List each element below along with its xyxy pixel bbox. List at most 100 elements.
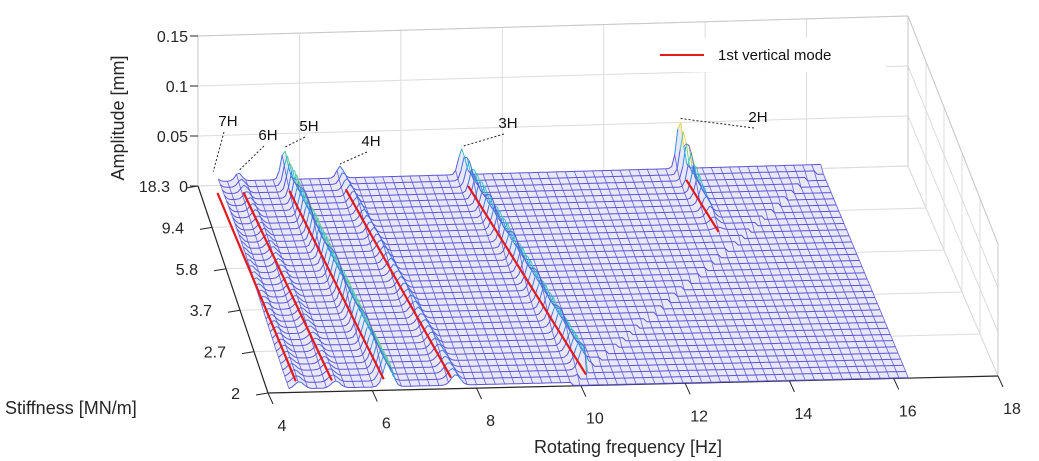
surface-row bbox=[501, 210, 708, 224]
surface-row bbox=[591, 358, 901, 367]
harmonic-label-5h: 5H bbox=[299, 118, 318, 135]
surface-row bbox=[357, 303, 405, 308]
surface-col bbox=[573, 171, 656, 384]
surface-row bbox=[410, 294, 414, 297]
surface-row bbox=[577, 349, 582, 359]
surface-col bbox=[537, 172, 618, 385]
surface-row bbox=[281, 150, 286, 156]
surface-row bbox=[456, 370, 460, 373]
surface-row bbox=[265, 225, 269, 229]
surface-row bbox=[257, 215, 261, 218]
surface-row bbox=[229, 202, 246, 207]
surface-row bbox=[294, 364, 299, 369]
surface-row bbox=[310, 325, 314, 329]
surface-row bbox=[269, 328, 274, 333]
surface-row bbox=[539, 288, 544, 300]
surface-row bbox=[319, 227, 367, 235]
surface-col bbox=[793, 165, 881, 379]
surface-row bbox=[540, 280, 545, 292]
surface-col bbox=[774, 165, 862, 379]
y-tick-label: 5.8 bbox=[176, 262, 198, 279]
surface-row bbox=[497, 207, 502, 220]
surface-row bbox=[555, 303, 878, 310]
surface-row bbox=[344, 294, 349, 307]
surface-row bbox=[337, 264, 342, 275]
surface-row bbox=[335, 380, 340, 383]
surface-row bbox=[295, 360, 319, 365]
harmonic-label-2h: 2H bbox=[748, 109, 767, 126]
surface-row bbox=[332, 365, 336, 369]
surface-row bbox=[458, 148, 463, 159]
surface-row bbox=[527, 256, 532, 269]
surface-row bbox=[461, 148, 466, 158]
surface-row bbox=[475, 181, 480, 195]
surface-row bbox=[370, 337, 375, 348]
y-tick-label: 2 bbox=[231, 386, 240, 403]
surface-row bbox=[333, 357, 369, 364]
surface-row bbox=[353, 287, 401, 296]
surface-row bbox=[301, 187, 306, 203]
surface-row bbox=[313, 208, 357, 217]
surface-row bbox=[260, 289, 265, 292]
surface-row bbox=[282, 255, 317, 261]
surface-row bbox=[476, 173, 481, 183]
surface-row bbox=[431, 326, 436, 330]
surface-row bbox=[289, 264, 324, 273]
surface-row bbox=[451, 374, 456, 379]
harmonic-label-6h: 6H bbox=[258, 127, 277, 144]
surface-row bbox=[433, 331, 438, 336]
surface-row bbox=[413, 317, 418, 323]
surface-row bbox=[326, 362, 330, 364]
surface-row bbox=[259, 205, 294, 212]
surface-row bbox=[284, 336, 289, 340]
surface-row bbox=[554, 312, 559, 324]
surface-row bbox=[336, 165, 341, 171]
surface-col bbox=[783, 165, 872, 379]
surface-row bbox=[316, 329, 352, 334]
surface-row bbox=[350, 285, 355, 292]
surface-row bbox=[370, 226, 375, 231]
leader-3h bbox=[461, 133, 505, 148]
surface-row bbox=[503, 222, 508, 230]
surface-col bbox=[409, 175, 487, 385]
surface-row bbox=[560, 309, 881, 316]
surface-row bbox=[291, 288, 295, 291]
surface-row bbox=[271, 334, 276, 339]
surface-row bbox=[292, 359, 297, 363]
surface-row bbox=[398, 382, 449, 387]
surface-row bbox=[317, 219, 364, 229]
surface-row bbox=[280, 325, 284, 328]
surface-row bbox=[241, 178, 246, 183]
surface-row bbox=[552, 297, 875, 304]
surface-row bbox=[351, 170, 462, 185]
y-tick-mark bbox=[213, 268, 227, 272]
surface-row bbox=[385, 360, 390, 364]
surface-row bbox=[479, 181, 483, 183]
surface-row bbox=[245, 248, 250, 253]
surface-row bbox=[270, 246, 274, 248]
surface-col bbox=[437, 175, 515, 384]
surface-row bbox=[682, 131, 687, 144]
surface-row bbox=[352, 293, 357, 296]
surface-row bbox=[301, 364, 324, 371]
surface-row bbox=[454, 356, 574, 367]
surface-row bbox=[440, 366, 445, 372]
surface-row bbox=[298, 180, 303, 189]
surface-row bbox=[252, 265, 256, 270]
surface-col bbox=[290, 176, 365, 388]
surface-row bbox=[239, 172, 243, 178]
surface-col bbox=[820, 164, 909, 378]
surface-layer bbox=[217, 122, 909, 390]
surface-row bbox=[510, 231, 515, 243]
surface-row bbox=[457, 375, 462, 381]
surface-row bbox=[333, 255, 338, 260]
surface-row bbox=[251, 271, 255, 274]
surface-row bbox=[357, 298, 362, 309]
surface-row bbox=[346, 184, 351, 190]
box-edge bbox=[907, 15, 999, 245]
surface-row bbox=[715, 213, 720, 217]
surface-col bbox=[729, 166, 815, 380]
surface-row bbox=[340, 180, 345, 188]
surface-row bbox=[312, 314, 347, 321]
surface-row bbox=[470, 154, 676, 175]
